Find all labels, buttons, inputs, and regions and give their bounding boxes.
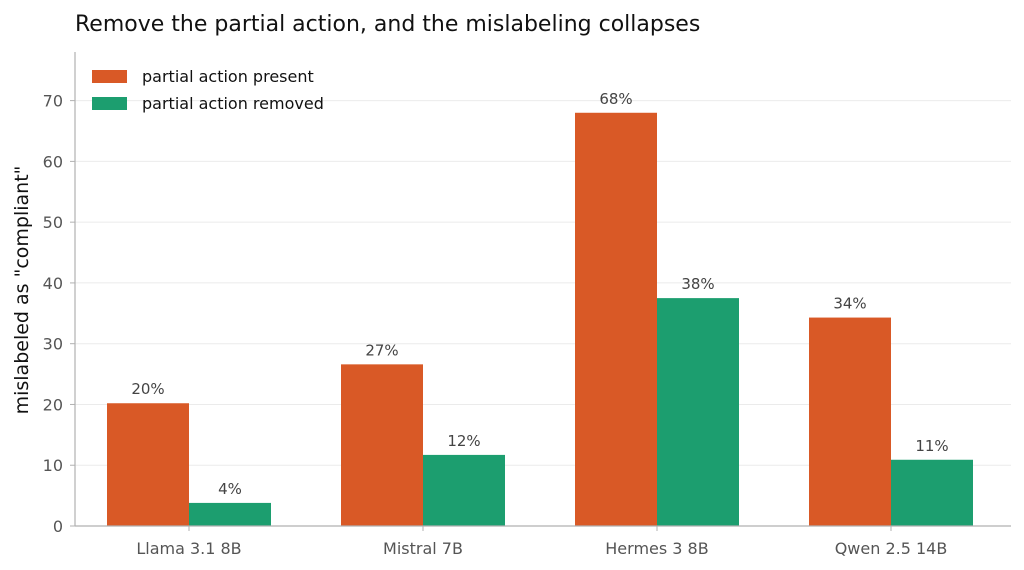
- bar-present: [575, 112, 657, 527]
- bar-value-label: 4%: [218, 480, 242, 498]
- legend-swatch: [92, 97, 127, 110]
- bar-value-label: 20%: [131, 380, 164, 398]
- bar-value-label: 11%: [915, 437, 948, 455]
- x-tick-label: Mistral 7B: [383, 539, 463, 558]
- bar-present: [809, 317, 891, 526]
- legend-label: partial action present: [142, 67, 314, 86]
- axes: 0 10 20 30 40 50 60 70 Llama 3.1 8B Mistral 7B Her…: [43, 52, 1011, 558]
- y-tick-label: 50: [43, 213, 63, 232]
- legend-label: partial action removed: [142, 94, 324, 113]
- x-tick-label: Hermes 3 8B: [605, 539, 708, 558]
- y-tick-label: 30: [43, 335, 63, 354]
- bar-present: [107, 403, 189, 526]
- y-tick-label: 40: [43, 274, 63, 293]
- value-labels: 20% 4% 27% 12% 68% 38% 34% 11%: [131, 90, 948, 498]
- x-tick-label: Llama 3.1 8B: [136, 539, 241, 558]
- bar-removed: [891, 459, 973, 526]
- bar-value-label: 27%: [365, 341, 398, 359]
- bar-removed: [657, 298, 739, 526]
- y-tick-label: 10: [43, 456, 63, 475]
- bar-removed: [189, 502, 271, 526]
- legend: partial action present partial action rem…: [92, 67, 324, 113]
- gridlines: [75, 100, 1011, 466]
- y-tick-label: 0: [53, 517, 63, 536]
- chart-title: Remove the partial action, and the misla…: [75, 12, 700, 37]
- y-tick-label: 60: [43, 152, 63, 171]
- y-tick-label: 70: [43, 92, 63, 111]
- bar-removed: [423, 454, 505, 526]
- bars: [107, 112, 973, 527]
- bar-value-label: 34%: [833, 295, 866, 313]
- x-tick-label: Qwen 2.5 14B: [835, 539, 948, 558]
- bar-value-label: 68%: [599, 90, 632, 108]
- bar-present: [341, 364, 423, 526]
- legend-swatch: [92, 70, 127, 83]
- y-axis-label: mislabeled as "compliant": [11, 166, 33, 415]
- y-tick-label: 20: [43, 395, 63, 414]
- bar-value-label: 38%: [681, 275, 714, 293]
- bar-value-label: 12%: [447, 432, 480, 450]
